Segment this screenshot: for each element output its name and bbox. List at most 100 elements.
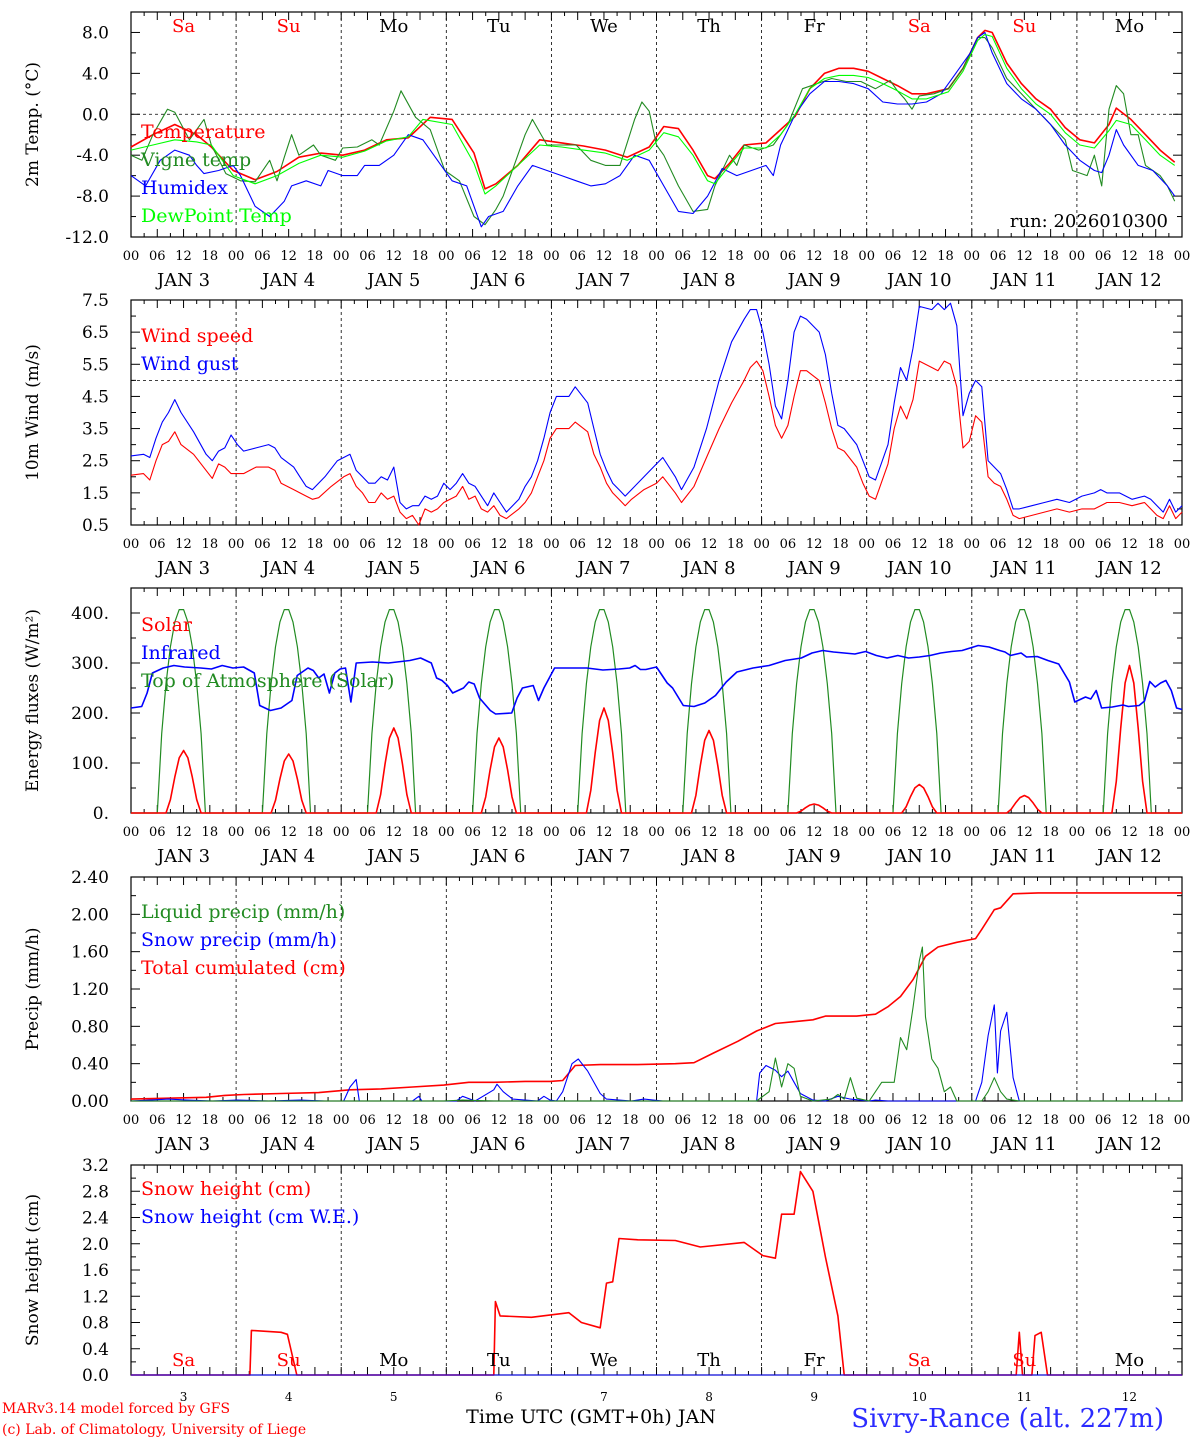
x-hour-label: 12 (385, 537, 402, 552)
x-date-label: JAN 5 (365, 1134, 420, 1155)
x-hour-label: 18 (1147, 1113, 1164, 1128)
y-tick-label: 1.20 (71, 980, 109, 1000)
x-date-label: JAN 7 (575, 846, 630, 867)
x-hour-label: 00 (543, 537, 560, 552)
x-hour-label: 12 (1016, 1113, 1033, 1128)
x-date-label: JAN 10 (885, 846, 952, 867)
x-hour-label: 12 (1016, 825, 1033, 840)
x-hour-label: 18 (517, 537, 534, 552)
y-tick-label: 2.0 (82, 1235, 109, 1255)
y-tick-label: 1.5 (82, 484, 109, 504)
y-tick-label: 0.5 (82, 516, 109, 536)
x-hour-label: 06 (149, 537, 166, 552)
x-date-label: JAN 12 (1095, 1134, 1162, 1155)
weekday-label: Sa (172, 16, 195, 37)
x-hour-label: 12 (491, 537, 508, 552)
x-hour-label: 12 (701, 825, 718, 840)
weekday-label: We (590, 1350, 618, 1371)
legend-entry: DewPoint Temp (141, 205, 292, 227)
x-hour-label: 00 (1174, 825, 1191, 840)
x-hour-label: 06 (885, 825, 902, 840)
x-hour-label: 12 (1121, 1113, 1138, 1128)
legend-entry: Wind speed (141, 325, 253, 347)
x-hour-label: 12 (175, 1113, 192, 1128)
x-hour-label: 18 (202, 537, 219, 552)
x-hour-label: 00 (858, 537, 875, 552)
x-hour-label: 12 (491, 249, 508, 264)
x-hour-label: 18 (1147, 825, 1164, 840)
x-hour-label: 00 (753, 1113, 770, 1128)
copyright-credit: (c) Lab. of Climatology, University of L… (2, 1422, 306, 1438)
y-tick-label: 0.40 (71, 1055, 109, 1075)
x-date-label: JAN 8 (680, 558, 735, 579)
x-hour-label: 00 (123, 825, 140, 840)
x-hour-label: 12 (385, 1113, 402, 1128)
x-date-label: JAN 11 (990, 558, 1057, 579)
x-hour-label: 18 (937, 249, 954, 264)
x-date-label: JAN 4 (260, 1134, 315, 1155)
x-hour-label: 18 (1042, 249, 1059, 264)
x-hour-label: 18 (622, 537, 639, 552)
x-date-label: JAN 8 (680, 846, 735, 867)
x-date-label: JAN 9 (786, 270, 841, 291)
y-tick-label: 1.60 (71, 943, 109, 963)
x-hour-label: 12 (701, 537, 718, 552)
x-day-number: 10 (912, 1390, 927, 1404)
weekday-label: Su (277, 1350, 301, 1371)
x-hour-label: 18 (727, 825, 744, 840)
x-date-label: JAN 12 (1095, 846, 1162, 867)
x-date-label: JAN 11 (990, 270, 1057, 291)
series-line-wind-gust (130, 302, 1183, 513)
y-tick-label: 0.00 (71, 1092, 109, 1112)
y-tick-label: 0.0 (82, 1366, 109, 1386)
x-hour-label: 06 (149, 1113, 166, 1128)
x-hour-label: 18 (1042, 1113, 1059, 1128)
legend-entry: Snow precip (mm/h) (141, 929, 337, 951)
x-date-label: JAN 10 (885, 1134, 952, 1155)
x-hour-label: 00 (438, 537, 455, 552)
weekday-label: Fr (804, 1350, 825, 1371)
x-date-label: JAN 6 (470, 1134, 525, 1155)
y-tick-label: 0.4 (82, 1340, 109, 1360)
x-axis-title: Time UTC (GMT+0h) JAN (466, 1406, 716, 1428)
x-hour-label: 00 (648, 537, 665, 552)
x-hour-label: 06 (780, 1113, 797, 1128)
x-date-label: JAN 7 (575, 270, 630, 291)
x-day-number: 8 (705, 1390, 713, 1404)
weekday-label: Sa (908, 16, 931, 37)
x-hour-label: 18 (622, 825, 639, 840)
legend-entry: Vigne temp (140, 149, 251, 171)
x-hour-label: 00 (438, 1113, 455, 1128)
weekday-label: Sa (172, 1350, 195, 1371)
weekday-label: Th (697, 1350, 721, 1371)
y-tick-label: 1.2 (82, 1287, 109, 1307)
x-hour-label: 06 (254, 825, 271, 840)
x-hour-label: 18 (622, 1113, 639, 1128)
y-tick-label: 1.6 (82, 1261, 109, 1281)
legend-entry: Temperature (141, 121, 265, 143)
x-hour-label: 12 (806, 1113, 823, 1128)
x-hour-label: 12 (280, 825, 297, 840)
series-line-temperature (130, 29, 1176, 190)
y-tick-label: 0. (93, 804, 109, 824)
x-hour-label: 00 (543, 825, 560, 840)
series-line-humidex (130, 31, 1176, 228)
x-hour-label: 18 (727, 1113, 744, 1128)
x-hour-label: 12 (596, 537, 613, 552)
x-hour-label: 18 (517, 249, 534, 264)
x-hour-label: 00 (438, 249, 455, 264)
plot-frame-temp (130, 11, 1183, 238)
y-tick-label: 100. (71, 754, 109, 774)
x-hour-label: 00 (228, 825, 245, 840)
x-hour-label: 00 (1069, 249, 1086, 264)
y-tick-label: 7.5 (82, 291, 109, 311)
x-hour-label: 00 (1174, 537, 1191, 552)
y-tick-label: 5.5 (82, 355, 109, 375)
x-hour-label: 12 (175, 249, 192, 264)
x-hour-label: 06 (569, 249, 586, 264)
weekday-label: Tu (487, 16, 511, 37)
x-hour-label: 06 (780, 249, 797, 264)
series-line-liquid-precip-mm-h- (131, 946, 1182, 1102)
x-day-number: 5 (390, 1390, 398, 1404)
x-hour-label: 18 (202, 249, 219, 264)
